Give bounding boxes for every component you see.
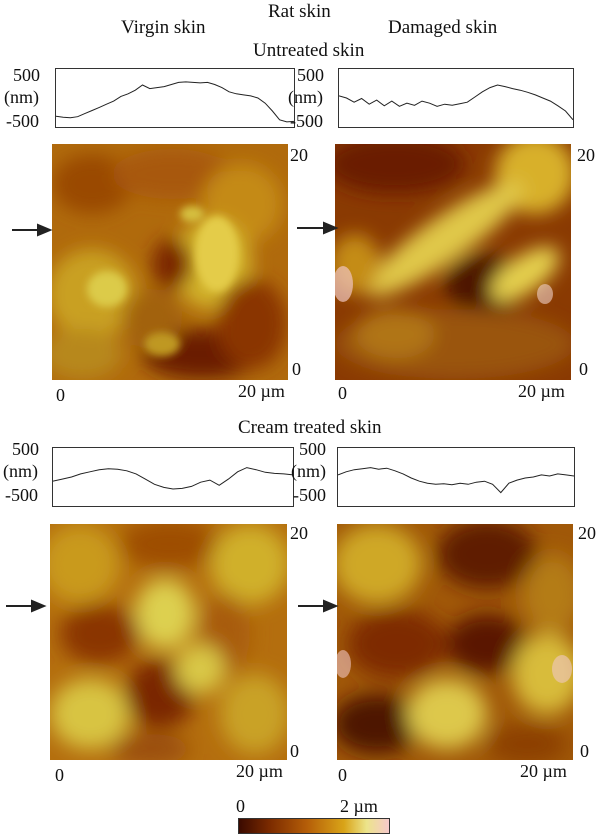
untreated-right-xleft: 0 — [338, 383, 347, 403]
untreated-right-ytop: 20 — [577, 145, 595, 165]
cream-right-ymax: 500 — [299, 439, 326, 459]
untreated-right-unit: (nm) — [288, 87, 323, 107]
colorbar-min-label: 0 — [236, 796, 245, 816]
afm-image-cream-damaged — [337, 524, 573, 760]
untreated-skin-title: Untreated skin — [253, 40, 365, 61]
afm-image-cream-virgin — [50, 524, 287, 760]
damaged-skin-label: Damaged skin — [388, 17, 498, 38]
cream-left-trace — [53, 467, 293, 490]
cream-right-ytop: 20 — [578, 523, 596, 543]
cream-left-profile — [52, 447, 294, 507]
arrow-untreated-left — [12, 223, 53, 237]
untreated-right-ymax: 500 — [297, 65, 324, 85]
untreated-right-ymin: -500 — [290, 111, 323, 131]
untreated-left-ymin: -500 — [6, 111, 39, 131]
cream-treated-skin-title: Cream treated skin — [238, 417, 382, 438]
untreated-left-ybottom: 0 — [292, 359, 301, 379]
afm-image-untreated-virgin — [52, 144, 288, 380]
cream-right-unit: (nm) — [291, 461, 326, 481]
untreated-left-ytop: 20 — [290, 145, 308, 165]
cream-left-ytop: 20 — [290, 523, 308, 543]
untreated-right-profile — [338, 68, 574, 128]
untreated-right-xright: 20 µm — [518, 381, 565, 401]
rat-skin-label: Rat skin — [268, 1, 331, 22]
arrow-untreated-right — [297, 221, 339, 235]
untreated-right-trace — [339, 84, 573, 121]
untreated-left-xleft: 0 — [56, 385, 65, 405]
cream-left-ybottom: 0 — [290, 741, 299, 761]
cream-left-xleft: 0 — [55, 765, 64, 785]
cream-right-xleft: 0 — [338, 765, 347, 785]
cream-left-ymax: 500 — [12, 439, 39, 459]
cream-left-ymin: -500 — [5, 485, 38, 505]
cream-left-xright: 20 µm — [236, 761, 283, 781]
cream-left-unit: (nm) — [3, 461, 38, 481]
cream-right-ymin: -500 — [293, 485, 326, 505]
cream-right-ybottom: 0 — [580, 741, 589, 761]
untreated-left-ymax: 500 — [13, 65, 40, 85]
cream-right-xright: 20 µm — [520, 761, 567, 781]
untreated-right-ybottom: 0 — [579, 359, 588, 379]
virgin-skin-label: Virgin skin — [121, 17, 206, 38]
cream-right-profile — [337, 447, 575, 507]
untreated-left-trace — [56, 81, 294, 123]
untreated-left-unit: (nm) — [4, 87, 39, 107]
afm-image-untreated-damaged — [335, 144, 571, 380]
colorbar-max-label: 2 µm — [340, 796, 378, 816]
cream-right-trace — [338, 467, 574, 494]
arrow-cream-right — [298, 599, 339, 613]
arrow-cream-left — [6, 599, 47, 613]
untreated-left-profile — [55, 68, 295, 128]
untreated-left-xright: 20 µm — [238, 381, 285, 401]
height-colorbar — [238, 818, 390, 834]
